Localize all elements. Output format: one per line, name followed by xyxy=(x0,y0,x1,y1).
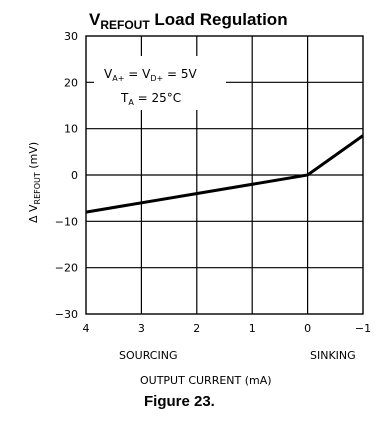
x-tick-label-5: −1 xyxy=(355,322,371,335)
series-line-0 xyxy=(85,134,364,214)
chart-title-subscript: REFOUT xyxy=(100,18,150,32)
y-tick-label-1: 20 xyxy=(64,76,78,89)
series xyxy=(85,134,364,214)
figure-caption: Figure 23. xyxy=(144,393,215,410)
x-tick-label-1: 3 xyxy=(138,322,145,335)
annotation-supply-voltage: VA+ = VD+ = 5V xyxy=(104,67,198,83)
y-tick-label-0: 30 xyxy=(64,30,78,43)
x-tick-label-3: 1 xyxy=(249,322,256,335)
y-axis-ticks: 30 20 10 0 −10 −20 −30 xyxy=(55,30,78,321)
y-tick-label-5: −20 xyxy=(55,262,78,275)
y-axis-label: Δ VREFOUT (mV) xyxy=(27,142,42,223)
chart-title: VREFOUT Load Regulation xyxy=(89,10,288,32)
x-axis-label-sourcing: SOURCING xyxy=(119,349,177,362)
x-tick-label-2: 2 xyxy=(193,322,200,335)
x-axis-label-sinking: SINKING xyxy=(310,349,356,362)
annotation-background xyxy=(94,56,226,110)
x-axis-ticks: 4 3 2 1 0 −1 xyxy=(83,322,372,335)
y-tick-label-2: 10 xyxy=(64,123,78,136)
x-axis-label: OUTPUT CURRENT (mA) xyxy=(140,374,272,387)
y-tick-label-3: 0 xyxy=(71,169,78,182)
x-tick-label-0: 4 xyxy=(83,322,90,335)
annotation-temperature: TA = 25°C xyxy=(120,91,181,107)
x-tick-label-4: 0 xyxy=(304,322,311,335)
plot-frame xyxy=(85,35,364,315)
y-tick-label-6: −30 xyxy=(55,308,78,321)
y-tick-label-4: −10 xyxy=(55,215,78,228)
